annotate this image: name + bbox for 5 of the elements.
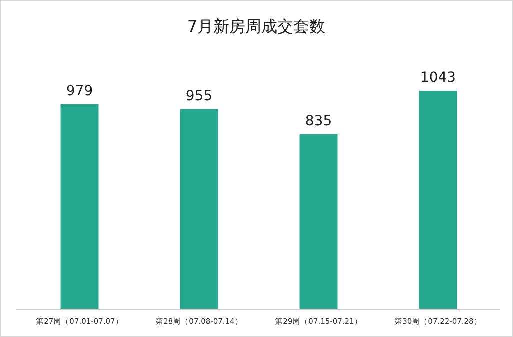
data-label: 835 [305,113,332,130]
data-label: 955 [186,88,213,104]
chart-title: 7月新房周成交套数 [187,17,326,36]
data-label: 979 [66,83,94,100]
data-label: 1043 [420,70,456,86]
